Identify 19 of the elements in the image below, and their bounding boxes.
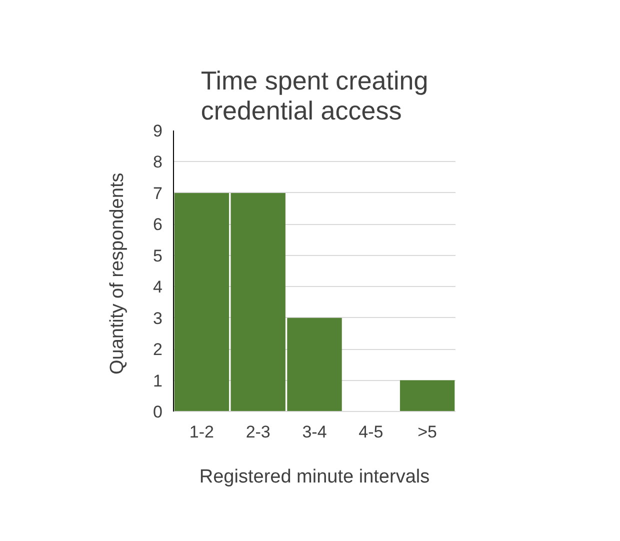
x-tick-label: 2-3 [246, 422, 270, 442]
x-axis-title: Registered minute intervals [199, 466, 430, 488]
chart-title: Time spent creating credential access [200, 66, 428, 126]
y-axis-title: Quantity of respondents [107, 172, 128, 375]
x-tick-label: 3-4 [302, 422, 327, 442]
y-tick-label: 9 [153, 122, 163, 140]
y-tick-label: 4 [153, 278, 163, 297]
y-tick-label: 8 [153, 152, 163, 172]
bar [400, 380, 455, 412]
y-tick-label: 1 [153, 371, 163, 390]
x-tick-label: 4-5 [358, 422, 384, 442]
y-tick-label: 5 [153, 246, 163, 266]
y-tick-label: 6 [153, 215, 163, 234]
x-tick-label: >5 [418, 422, 437, 442]
y-tick-label: 2 [153, 340, 163, 360]
y-tick-label: 7 [153, 184, 163, 203]
x-tick-label: 1-2 [189, 422, 214, 442]
y-tick-label: 0 [153, 402, 163, 422]
y-tick-label: 3 [153, 308, 163, 328]
